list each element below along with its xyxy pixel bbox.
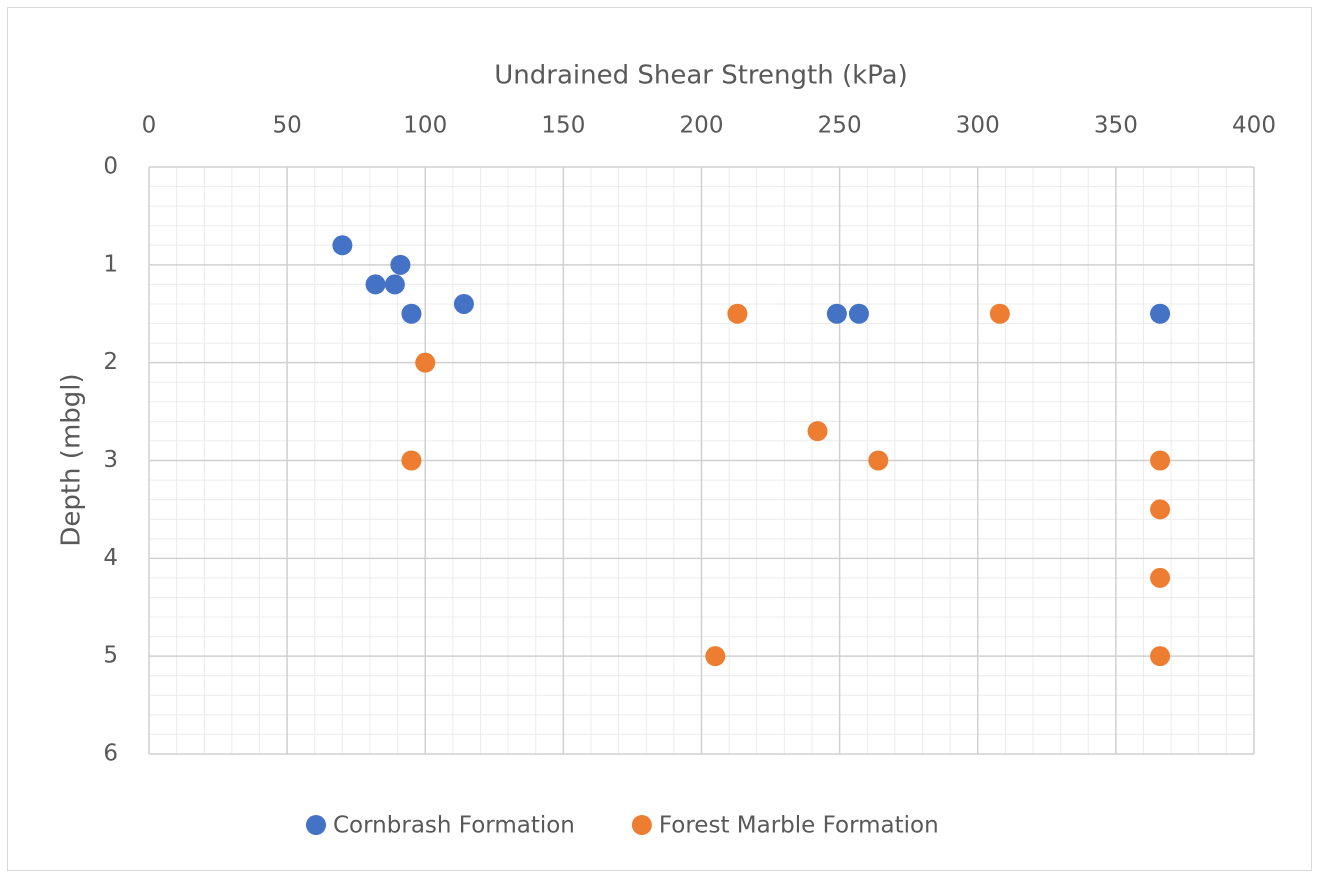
x-tick-label: 200 bbox=[680, 113, 724, 139]
legend-label: Forest Marble Formation bbox=[659, 813, 939, 839]
x-tick-label: 400 bbox=[1232, 113, 1276, 139]
point bbox=[332, 235, 353, 256]
point bbox=[384, 274, 405, 295]
y-tick-label: 3 bbox=[103, 447, 118, 473]
x-tick-label: 150 bbox=[541, 113, 585, 139]
point bbox=[868, 450, 889, 471]
legend-marker bbox=[631, 815, 652, 835]
point bbox=[401, 303, 422, 324]
chart-border bbox=[7, 7, 1312, 871]
legend-label: Cornbrash Formation bbox=[333, 813, 575, 839]
point bbox=[826, 303, 847, 324]
x-tick-label: 50 bbox=[272, 113, 301, 139]
y-tick-label: 4 bbox=[103, 545, 118, 571]
point bbox=[705, 646, 726, 667]
point bbox=[848, 303, 869, 324]
point bbox=[1150, 303, 1171, 324]
point bbox=[807, 421, 828, 442]
y-tick-label: 5 bbox=[103, 643, 118, 669]
point bbox=[415, 352, 436, 373]
x-tick-label: 100 bbox=[403, 113, 447, 139]
x-tick-label: 300 bbox=[956, 113, 1000, 139]
point bbox=[1150, 646, 1171, 667]
y-axis-title: Depth (mbgl) bbox=[57, 373, 87, 546]
y-tick-label: 0 bbox=[103, 154, 118, 180]
x-tick-label: 0 bbox=[142, 113, 157, 139]
point bbox=[1150, 450, 1171, 471]
y-tick-label: 6 bbox=[103, 741, 118, 767]
x-tick-label: 250 bbox=[818, 113, 862, 139]
point bbox=[365, 274, 386, 295]
point bbox=[390, 254, 411, 275]
x-axis-title: Undrained Shear Strength (kPa) bbox=[494, 61, 908, 91]
point bbox=[453, 293, 474, 314]
y-tick-label: 1 bbox=[103, 251, 118, 277]
point bbox=[401, 450, 422, 471]
legend-marker bbox=[306, 815, 326, 835]
y-tick-label: 2 bbox=[103, 349, 118, 375]
point bbox=[1150, 567, 1171, 588]
x-tick-label: 350 bbox=[1094, 113, 1138, 139]
point bbox=[989, 303, 1010, 324]
point bbox=[727, 303, 748, 324]
point bbox=[1150, 499, 1171, 520]
